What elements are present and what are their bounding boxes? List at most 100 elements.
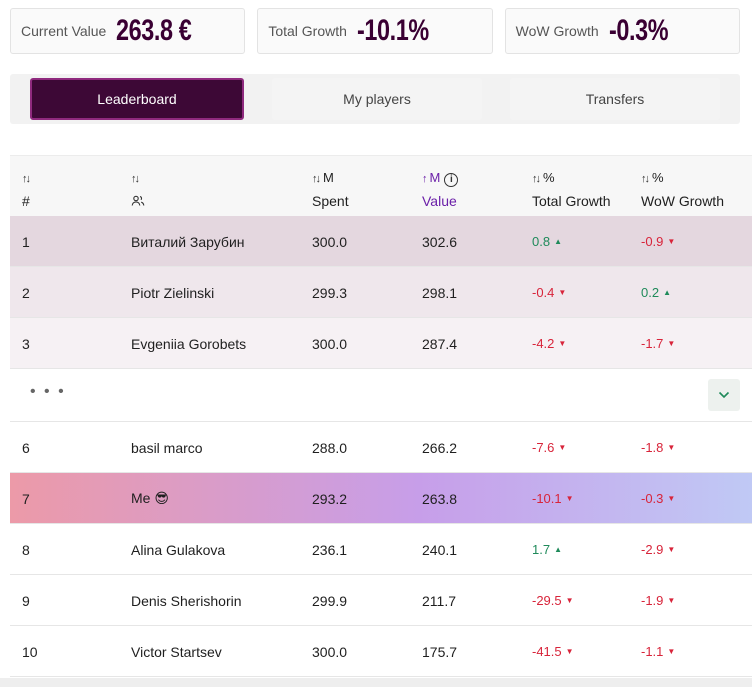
trend-up-icon: ▲ [554,237,562,246]
info-icon[interactable]: i [444,173,459,187]
table-row[interactable]: 6 basil marco 288.0 266.2 -7.6 ▼ -1.8 ▼ [10,422,752,473]
total-growth-cell: -7.6 ▼ [532,422,566,473]
spent-cell: 300.0 [312,335,348,352]
stats-bar: Current Value 263.8 € Total Growth -10.1… [10,8,740,54]
value-cell: 287.4 [422,335,458,352]
spent-cell: 236.1 [312,541,348,558]
table-row[interactable]: 9 Denis Sherishorin 299.9 211.7 -29.5 ▼ -… [10,575,752,626]
rank-cell: 2 [22,284,30,301]
total-growth-value: -10.1 [532,491,562,506]
total-growth-label: Total Growth [268,23,347,39]
value-cell: 211.7 [422,592,456,609]
player-name: Victor Startsev [131,643,222,660]
column-wow-growth-header[interactable]: ↑↓% WoW Growth [641,167,724,212]
rank-cell: 7 [22,490,30,507]
trend-down-icon: ▼ [565,494,574,503]
total-growth-cell: -10.1 ▼ [532,473,574,524]
wow-growth-unit: % [652,170,664,185]
users-icon [131,195,145,206]
expand-button[interactable] [708,379,740,411]
wow-growth-value: -1.9 [641,593,664,608]
wow-growth-value: -1.8 [641,440,664,455]
rank-cell: 10 [22,643,38,660]
trend-up-icon: ▲ [663,288,671,297]
trend-down-icon: ▼ [558,288,567,297]
sort-icon: ↑↓ [532,173,541,185]
rank-cell: 6 [22,439,30,456]
value-cell: 302.6 [422,233,458,250]
total-growth-value: -7.6 [532,440,555,455]
table-row[interactable]: 10 Victor Startsev 300.0 175.7 -41.5 ▼ -1… [10,626,752,677]
column-spent-header[interactable]: ↑↓ M Spent [312,167,349,212]
table-row[interactable]: 3 Evgeniia Gorobets 300.0 287.4 -4.2 ▼ -1… [10,318,752,369]
bottom-scroll-bar [0,678,752,687]
player-name: basil marco [131,439,203,456]
trend-down-icon: ▼ [667,647,676,656]
tab-transfers[interactable]: Transfers [510,78,720,120]
trend-down-icon: ▼ [667,545,676,554]
spent-cell: 300.0 [312,233,348,250]
wow-growth-cell: 0.2 ▲ [641,267,671,318]
tab-leaderboard[interactable]: Leaderboard [30,78,244,120]
wow-growth-cell: -0.3 ▼ [641,473,675,524]
wow-growth-value: -2.9 [641,542,664,557]
column-value-title: Value [422,193,457,209]
total-growth-cell: 1.7 ▲ [532,524,562,575]
wow-growth-value: 0.2 [641,285,660,300]
total-growth-value: -29.5 [532,593,562,608]
trend-down-icon: ▼ [667,339,676,348]
column-spent-title: Spent [312,193,349,209]
spent-cell: 293.2 [312,490,348,507]
trend-down-icon: ▼ [565,596,574,605]
value-cell: 266.2 [422,439,458,456]
sort-icon: ↑↓ [312,173,321,185]
total-growth-card: Total Growth -10.1% [257,8,493,54]
trend-down-icon: ▼ [667,443,676,452]
player-name: Piotr Zielinski [131,284,215,301]
rank-cell: 8 [22,541,30,558]
trend-down-icon: ▼ [558,339,567,348]
rank-cell: 9 [22,592,30,609]
player-name: Alina Gulakova [131,541,226,558]
table-row-current-user[interactable]: 7 Me 😎 293.2 263.8 -10.1 ▼ -0.3 ▼ [10,473,752,524]
total-growth-cell: -41.5 ▼ [532,626,574,677]
value-unit: M [429,170,441,185]
total-growth-amount: -10.1% [356,14,429,47]
column-total-growth-header[interactable]: ↑↓% Total Growth [532,167,611,212]
player-name: Evgeniia Gorobets [131,335,247,352]
value-cell: 240.1 [422,541,458,558]
wow-growth-value: -0.3 [641,491,664,506]
total-growth-cell: -0.4 ▼ [532,267,566,318]
spent-cell: 299.9 [312,592,348,609]
trend-up-icon: ▲ [554,545,562,554]
column-rank-title: # [22,193,30,209]
spent-cell: 288.0 [312,439,348,456]
sort-icon: ↑↓ [131,173,140,185]
ellipsis-icon: • • • [30,383,66,400]
current-value-card: Current Value 263.8 € [10,8,246,54]
wow-growth-value: -1.7 [641,336,664,351]
rank-cell: 1 [22,233,30,250]
total-growth-value: 1.7 [532,542,551,557]
value-cell: 263.8 [422,490,458,507]
wow-growth-value: -0.9 [641,234,664,249]
total-growth-value: -41.5 [532,644,562,659]
spent-cell: 299.3 [312,284,348,301]
column-player-header[interactable]: ↑↓ [131,167,145,212]
total-growth-cell: 0.8 ▲ [532,216,562,267]
column-wow-growth-title: WoW Growth [641,193,724,209]
table-row[interactable]: 1 Виталий Зарубин 300.0 302.6 0.8 ▲ -0.9 ▼ [10,216,752,267]
column-total-growth-title: Total Growth [532,193,611,209]
tab-my-players[interactable]: My players [272,78,482,120]
player-name: Виталий Зарубин [131,233,245,250]
spent-cell: 300.0 [312,643,348,660]
table-row[interactable]: 2 Piotr Zielinski 299.3 298.1 -0.4 ▼ 0.2 ▲ [10,267,752,318]
column-rank-header[interactable]: ↑↓ # [22,167,33,212]
wow-growth-amount: -0.3% [608,14,669,47]
table-row[interactable]: 8 Alina Gulakova 236.1 240.1 1.7 ▲ -2.9 ▼ [10,524,752,575]
wow-growth-cell: -1.8 ▼ [641,422,675,473]
wow-growth-cell: -2.9 ▼ [641,524,675,575]
player-name: Denis Sherishorin [131,592,242,609]
